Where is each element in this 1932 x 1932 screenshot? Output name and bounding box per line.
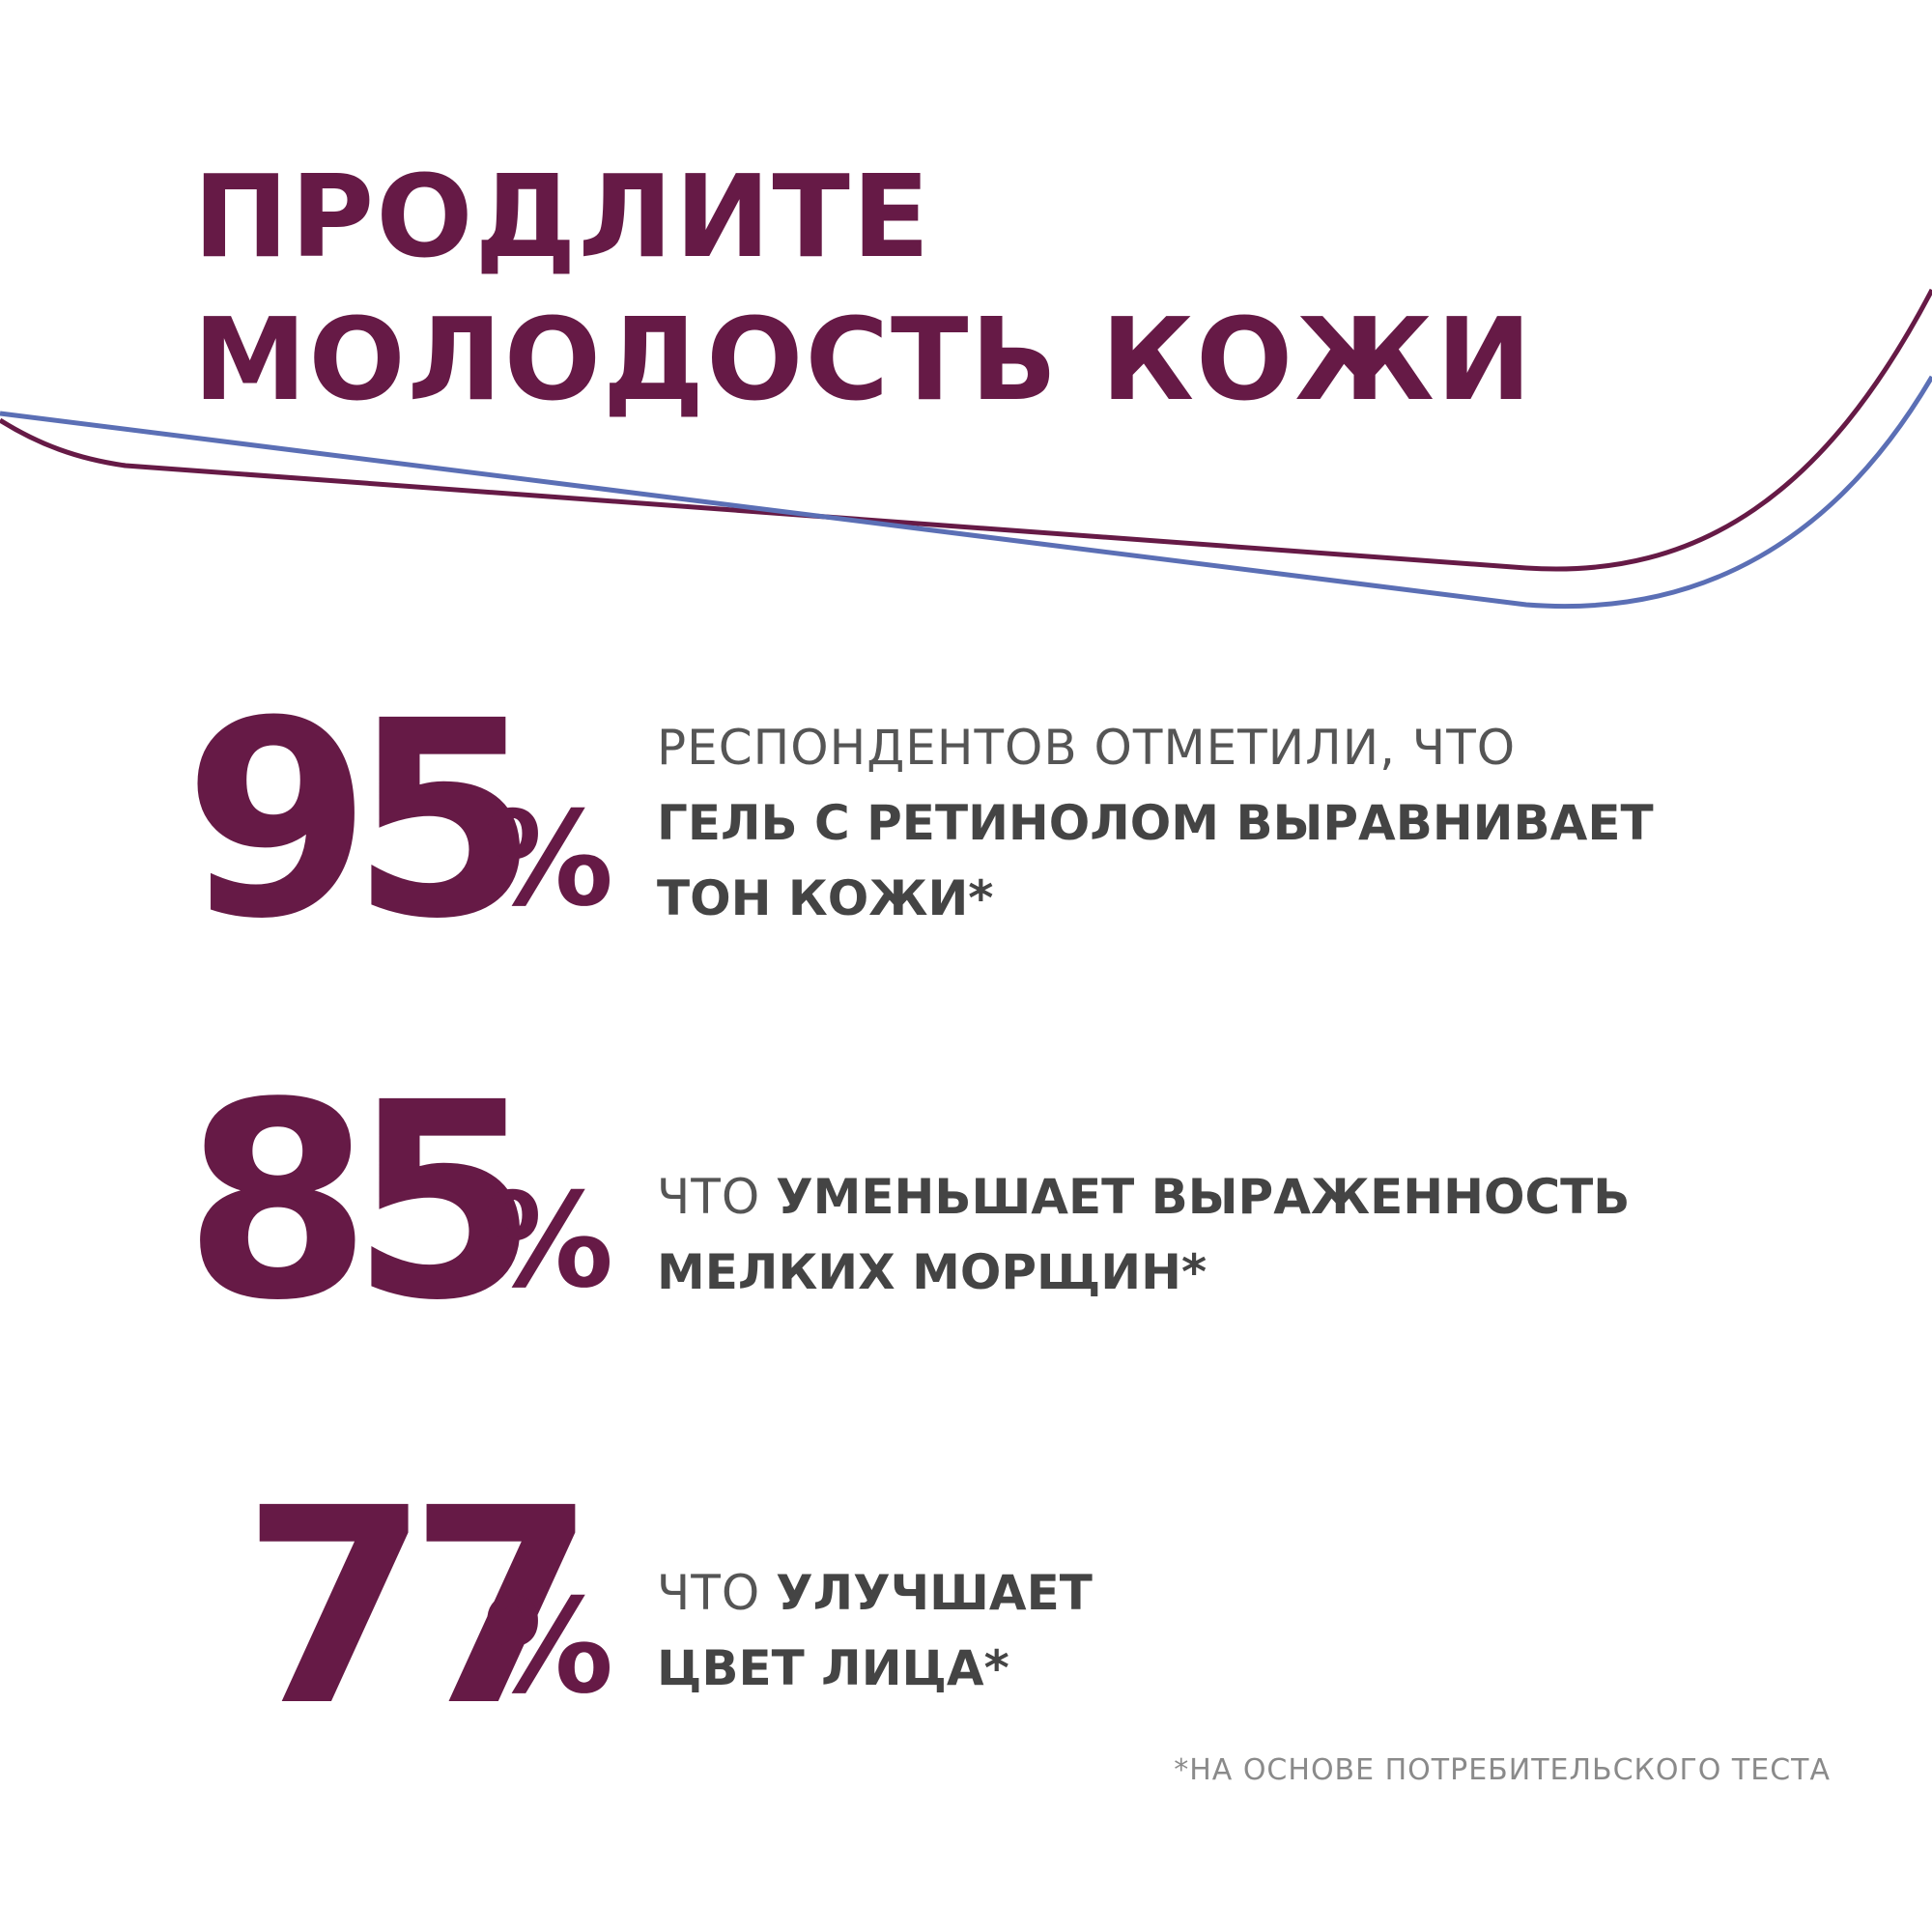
stat-text-bold-line-2: ЦВЕТ ЛИЦА*	[657, 1640, 1009, 1696]
stat-text-regular: ЧТО	[657, 1565, 761, 1621]
stat-text-bold-line-1: УЛУЧШАЕТ	[776, 1565, 1093, 1621]
page-title-line-2: МОЛОДОСТЬ КОЖИ	[193, 293, 1534, 426]
stat-text-regular: РЕСПОНДЕНТОВ ОТМЕТИЛИ, ЧТО	[657, 720, 1517, 776]
stat-block-85: 85 % ЧТО УМЕНЬШАЕТ ВЫРАЖЕННОСТЬ МЕЛКИХ М…	[184, 1045, 1903, 1360]
swoosh-line-purple	[0, 288, 1932, 572]
stat-text-bold-line-2: МЕЛКИХ МОРЩИН*	[657, 1244, 1208, 1300]
stat-text-bold-line-2: ТОН КОЖИ*	[657, 870, 994, 926]
percent-sign: %	[483, 1165, 614, 1317]
footnote: *НА ОСНОВЕ ПОТРЕБИТЕЛЬСКОГО ТЕСТА	[1174, 1753, 1831, 1787]
stat-value: 95	[184, 664, 539, 979]
stat-block-77: 77 % ЧТО УЛУЧШАЕТ ЦВЕТ ЛИЦА*	[184, 1451, 1903, 1766]
stat-text-bold-line-1: ГЕЛЬ С РЕТИНОЛОМ ВЫРАВНИВАЕТ	[657, 795, 1654, 851]
stat-description: РЕСПОНДЕНТОВ ОТМЕТИЛИ, ЧТО ГЕЛЬ С РЕТИНО…	[657, 710, 1654, 936]
percent-sign: %	[483, 1571, 614, 1722]
stat-block-95: 95 % РЕСПОНДЕНТОВ ОТМЕТИЛИ, ЧТО ГЕЛЬ С Р…	[184, 664, 1903, 979]
page-title: ПРОДЛИТЕ МОЛОДОСТЬ КОЖИ	[193, 145, 1534, 431]
page-title-line-1: ПРОДЛИТЕ	[193, 150, 932, 283]
stat-text-bold-line-1: УМЕНЬШАЕТ ВЫРАЖЕННОСТЬ	[776, 1169, 1631, 1225]
stat-description: ЧТО УМЕНЬШАЕТ ВЫРАЖЕННОСТЬ МЕЛКИХ МОРЩИН…	[657, 1159, 1630, 1310]
decorative-swoosh-lines	[0, 288, 1932, 610]
stat-description: ЧТО УЛУЧШАЕТ ЦВЕТ ЛИЦА*	[657, 1555, 1093, 1706]
stat-value: 85	[184, 1045, 539, 1360]
stat-text-regular: ЧТО	[657, 1169, 761, 1225]
swoosh-line-blue	[0, 375, 1932, 610]
stat-value: 77	[242, 1451, 597, 1766]
percent-sign: %	[483, 783, 614, 935]
